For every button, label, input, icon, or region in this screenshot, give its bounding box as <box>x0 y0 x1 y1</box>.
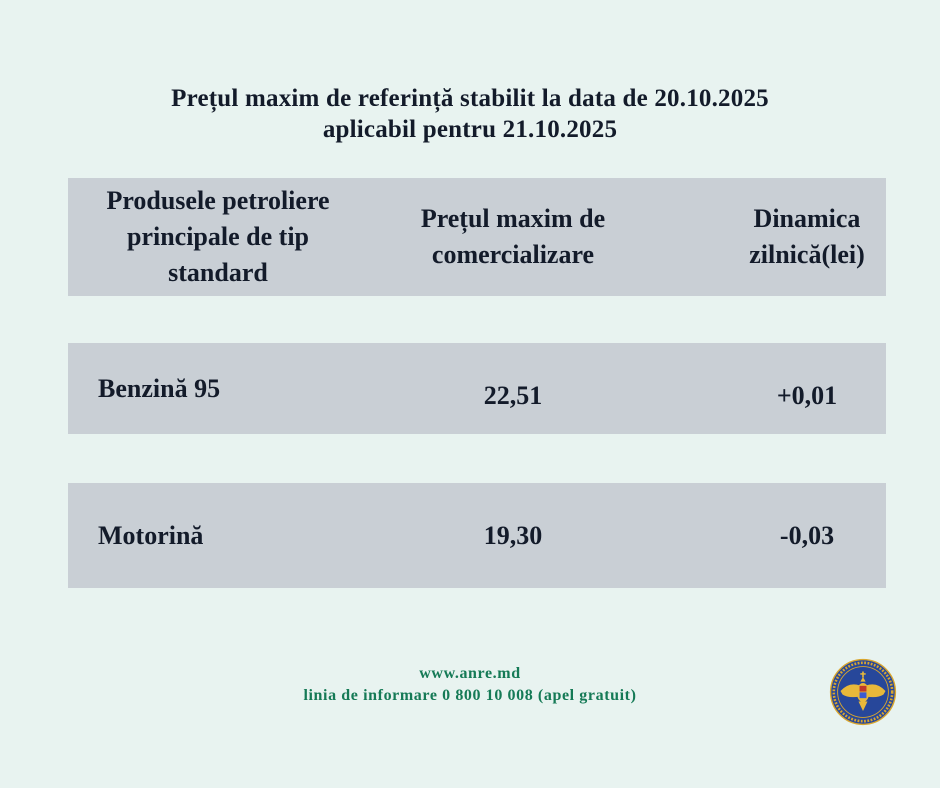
title-line-1: Prețul maxim de referință stabilit la da… <box>171 85 769 112</box>
cell-price: 19,30 <box>483 520 543 550</box>
header-max-price: Prețul maxim de comercializare <box>420 204 606 269</box>
header-daily-dynamic: Dinamica zilnică(lei) <box>749 204 865 269</box>
table-header-row: Produsele petroliere principale de tip s… <box>68 178 886 296</box>
seal-svg <box>829 658 897 726</box>
title-line-2: aplicabil pentru 21.10.2025 <box>322 116 618 143</box>
anre-moldova-seal-icon <box>829 658 897 726</box>
footer-website: www.anre.md <box>419 665 521 682</box>
cell-dynamic: -0,03 <box>779 520 835 550</box>
footer: www.anre.md linia de informare 0 800 10 … <box>0 663 940 707</box>
cell-dynamic: +0,01 <box>776 380 838 410</box>
table-row-motorina: Motorină 19,30 -0,03 <box>68 483 886 588</box>
header-products: Produsele petroliere principale de tip s… <box>106 186 330 287</box>
table-row-benzina: Benzină 95 22,51 +0,01 <box>68 343 886 434</box>
cell-product: Motorină <box>98 520 204 550</box>
cell-product: Benzină 95 <box>98 373 221 403</box>
footer-info-line: linia de informare 0 800 10 008 (apel gr… <box>303 687 637 704</box>
cell-price: 22,51 <box>483 380 543 410</box>
page-title: Prețul maxim de referință stabilit la da… <box>0 83 940 145</box>
